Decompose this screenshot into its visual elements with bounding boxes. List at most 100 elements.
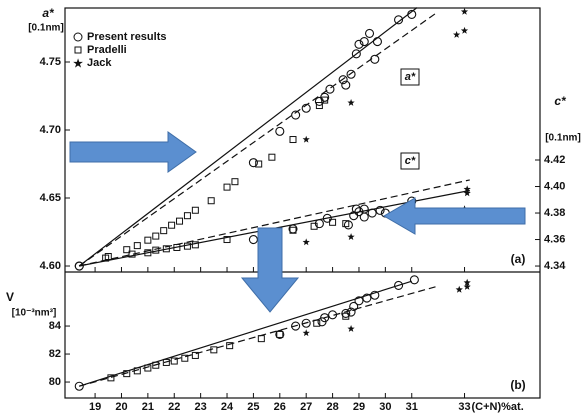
x-tick-label: 19 xyxy=(89,401,101,413)
y2-tick-label: 4.42 xyxy=(544,154,565,166)
point-star xyxy=(302,135,310,143)
point-circle xyxy=(372,37,382,47)
point-square xyxy=(181,354,189,362)
point-square xyxy=(176,217,184,225)
point-star xyxy=(302,329,310,337)
point-star xyxy=(460,26,469,34)
point-circle xyxy=(301,318,311,328)
point-circle xyxy=(351,49,361,59)
point-square xyxy=(289,226,297,234)
x-tick-label: 30 xyxy=(379,401,391,413)
point-square xyxy=(183,242,191,250)
point-circle xyxy=(275,329,285,339)
point-circle xyxy=(346,307,356,317)
fit-line xyxy=(79,179,470,267)
y2-tick-label: 4.36 xyxy=(544,233,565,245)
point-square xyxy=(276,330,284,338)
point-square xyxy=(321,96,329,104)
point-circle xyxy=(394,15,404,25)
point-star xyxy=(347,325,355,332)
point-square xyxy=(255,160,263,168)
plot: 4.60 4.65 4.70 4.75 4.34 4.36 4.38 4.40 4.42 a* [0… xyxy=(6,6,581,413)
point-square xyxy=(162,245,170,253)
x-axis-label: (C+N)%at. xyxy=(472,401,524,413)
point-square xyxy=(173,243,181,251)
point-square xyxy=(123,370,131,378)
point-square xyxy=(123,246,131,254)
point-square xyxy=(191,206,199,214)
point-star xyxy=(463,185,471,193)
y-axis-label: a* xyxy=(42,6,55,20)
y2-axis-unit: [0.1nm] xyxy=(545,133,581,144)
point-star xyxy=(347,99,355,106)
point-square xyxy=(207,197,215,205)
point-square xyxy=(210,346,218,354)
point-circle xyxy=(322,213,332,223)
point-square xyxy=(257,335,265,343)
point-square xyxy=(168,221,176,229)
point-circle xyxy=(409,275,419,285)
point-circle xyxy=(291,110,301,120)
legend-marker xyxy=(74,46,82,54)
point-square xyxy=(226,342,234,350)
point-circle xyxy=(275,126,285,136)
point-star xyxy=(460,7,469,15)
point-circle xyxy=(349,301,359,311)
point-star xyxy=(302,238,310,246)
point-square xyxy=(133,242,141,250)
point-star xyxy=(463,189,471,197)
fit-line xyxy=(79,286,436,387)
point-square xyxy=(160,227,168,235)
point-star xyxy=(455,285,463,293)
point-circle xyxy=(320,313,330,323)
point-star xyxy=(453,31,461,38)
point-circle xyxy=(370,290,380,300)
point-square xyxy=(329,218,337,226)
point-square xyxy=(191,351,199,359)
point-square xyxy=(223,183,231,191)
y-axis-label: V xyxy=(6,290,14,304)
point-square xyxy=(342,220,350,228)
point-square xyxy=(102,254,110,262)
panel-label: (b) xyxy=(510,378,525,392)
point-star xyxy=(347,233,355,240)
x-tick-label: 23 xyxy=(195,401,207,413)
point-circle xyxy=(338,75,348,85)
y2-tick-label: 4.38 xyxy=(544,207,565,219)
point-star xyxy=(463,283,471,290)
frame xyxy=(64,7,541,399)
y-tick-label: 4.60 xyxy=(40,260,61,272)
point-square xyxy=(289,136,297,144)
point-circle xyxy=(407,9,417,19)
point-square xyxy=(128,250,136,258)
point-circle xyxy=(325,84,335,94)
point-square xyxy=(231,178,239,186)
point-square xyxy=(223,236,231,244)
point-square xyxy=(144,364,152,372)
point-square xyxy=(170,357,178,365)
point-circle xyxy=(354,296,364,306)
point-square xyxy=(144,249,152,257)
point-circle xyxy=(346,69,356,79)
point-circle xyxy=(375,205,385,215)
x-tick-label: 31 xyxy=(406,401,418,413)
point-square xyxy=(162,358,170,366)
y-axis-unit: [10⁻³nm³] xyxy=(12,308,57,319)
point-circle xyxy=(291,321,301,331)
point-square xyxy=(152,232,160,240)
x-tick-label: 29 xyxy=(353,401,365,413)
point-square xyxy=(310,222,318,230)
x-tick-label: 25 xyxy=(247,401,259,413)
y-tick-label: 80 xyxy=(49,376,61,388)
point-circle xyxy=(354,207,364,217)
y2-tick-label: 4.34 xyxy=(544,260,566,272)
x-tick-label: 21 xyxy=(142,401,154,413)
point-circle xyxy=(248,234,258,245)
point-square xyxy=(183,212,191,220)
fit-line xyxy=(78,11,439,267)
point-square xyxy=(133,367,141,375)
legend-marker: ★ xyxy=(73,58,83,70)
point-circle xyxy=(301,103,311,113)
point-square xyxy=(342,312,350,320)
